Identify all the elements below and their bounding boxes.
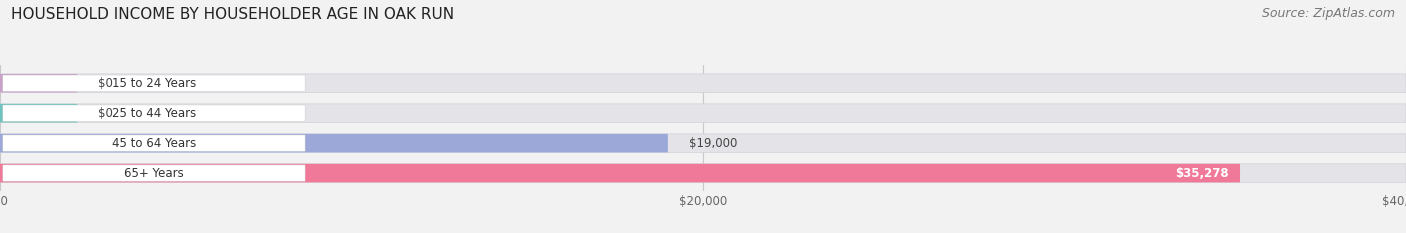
- Text: Source: ZipAtlas.com: Source: ZipAtlas.com: [1261, 7, 1395, 20]
- FancyBboxPatch shape: [3, 75, 305, 91]
- Text: 45 to 64 Years: 45 to 64 Years: [112, 137, 195, 150]
- FancyBboxPatch shape: [0, 164, 1240, 182]
- FancyBboxPatch shape: [0, 104, 1406, 123]
- Text: HOUSEHOLD INCOME BY HOUSEHOLDER AGE IN OAK RUN: HOUSEHOLD INCOME BY HOUSEHOLDER AGE IN O…: [11, 7, 454, 22]
- FancyBboxPatch shape: [3, 135, 305, 151]
- FancyBboxPatch shape: [0, 104, 77, 123]
- FancyBboxPatch shape: [0, 134, 1406, 152]
- FancyBboxPatch shape: [3, 165, 305, 181]
- Text: $35,278: $35,278: [1175, 167, 1229, 180]
- FancyBboxPatch shape: [3, 105, 305, 121]
- FancyBboxPatch shape: [0, 164, 1406, 182]
- Text: $0: $0: [98, 77, 114, 90]
- FancyBboxPatch shape: [0, 134, 668, 152]
- Text: 15 to 24 Years: 15 to 24 Years: [112, 77, 195, 90]
- Text: $0: $0: [98, 107, 114, 120]
- FancyBboxPatch shape: [0, 74, 77, 93]
- Text: 25 to 44 Years: 25 to 44 Years: [112, 107, 195, 120]
- Text: 65+ Years: 65+ Years: [124, 167, 184, 180]
- Text: $19,000: $19,000: [689, 137, 737, 150]
- FancyBboxPatch shape: [0, 74, 1406, 93]
